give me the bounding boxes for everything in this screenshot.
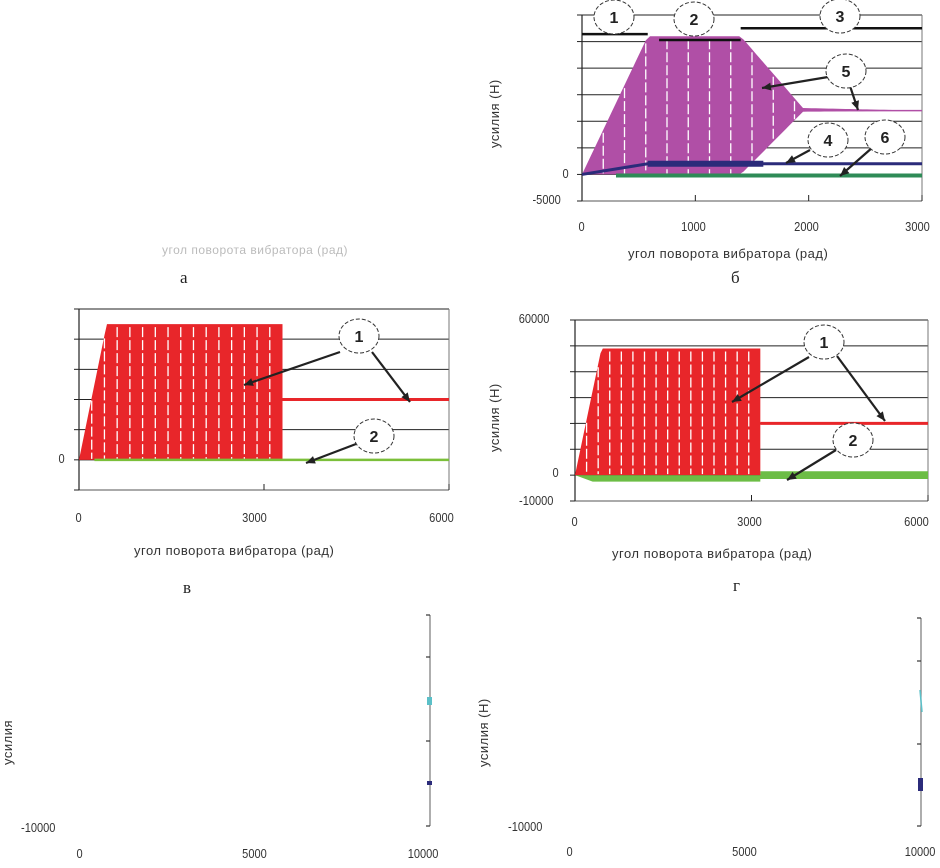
arrowhead-icon [851, 100, 859, 110]
callout-4: 4 [785, 122, 849, 164]
arrowhead-icon [762, 82, 772, 91]
callout-arrow [731, 356, 810, 403]
cyan-marker [427, 697, 432, 705]
panel-d-xtick: 5000 [242, 846, 267, 861]
panel-e-xtick: 10000 [904, 844, 936, 859]
callout-circle [819, 0, 861, 34]
panel-a-caption: а [180, 268, 188, 287]
panel-b-ytick: 0 [562, 166, 569, 181]
callout-circle [825, 53, 867, 89]
panel-b-ylabel: усилия (Н) [487, 79, 502, 148]
panel-g-ytick: 60000 [518, 311, 550, 326]
panel-b-xtick: 3000 [905, 219, 930, 234]
panel-b-xtick: 2000 [794, 219, 819, 234]
panel-v-caption: в [183, 578, 192, 597]
panel-v-plot [74, 308, 450, 491]
callout-label: 4 [824, 133, 833, 150]
panel-v-xtick: 3000 [242, 510, 267, 525]
panel-e-plot [917, 617, 923, 827]
callout-arrow [371, 351, 411, 403]
callout-arrow [243, 350, 341, 387]
callout-5: 5 [761, 53, 867, 111]
callout-1: 1 [243, 318, 411, 403]
callout-label: 1 [355, 329, 364, 346]
callout-circle [832, 422, 874, 458]
panel-v-xtick: 6000 [429, 510, 454, 525]
arrowhead-icon [401, 392, 410, 402]
panel-d-ytick: -10000 [21, 820, 56, 835]
panel-d-xtick: 10000 [407, 846, 439, 861]
panel-e-ytick: -10000 [508, 819, 543, 834]
panel-b-xlabel: угол поворота вибратора (рад) [628, 246, 829, 261]
panel-v-ytick: 0 [58, 451, 65, 466]
callout-label: 1 [820, 335, 829, 352]
panel-v-xtick: 0 [75, 510, 82, 525]
panel-g-xlabel: угол поворота вибратора (рад) [612, 546, 813, 561]
panel-b-caption: б [731, 268, 740, 287]
callout-label: 3 [836, 9, 845, 26]
panel-v-xlabel: угол поворота вибратора (рад) [134, 543, 335, 558]
navy-marker [918, 778, 923, 791]
panel-g-xtick: 0 [571, 514, 578, 529]
callout-label: 2 [849, 433, 858, 450]
callout-2: 2 [305, 418, 395, 465]
callout-label: 5 [842, 64, 851, 81]
callout-circle [353, 418, 395, 454]
panel-g-caption: г [733, 576, 740, 595]
panel-b-xtick: 0 [578, 219, 585, 234]
arrowhead-icon [876, 411, 885, 421]
callout-circle [803, 324, 845, 360]
callout-arrow [761, 75, 829, 90]
arrowhead-icon [306, 456, 316, 464]
arrowhead-icon [786, 155, 796, 163]
series-2-band [575, 471, 928, 482]
panel-a-xlabel: угол поворота вибратора (рад) [162, 243, 348, 257]
callout-circle [807, 122, 849, 158]
callout-circle [338, 318, 380, 354]
panel-g-xtick: 3000 [737, 514, 762, 529]
callout-label: 6 [881, 130, 890, 147]
callout-2: 2 [786, 422, 874, 481]
callout-label: 2 [370, 429, 379, 446]
arrowhead-icon [787, 471, 797, 480]
callout-arrow [786, 449, 837, 481]
panel-g-ylabel: усилия (Н) [487, 383, 502, 452]
panel-e-xtick: 5000 [732, 844, 757, 859]
panel-e-ylabel: усилия (Н) [476, 698, 491, 767]
panel-d-plot [426, 614, 432, 827]
cyan-marker [919, 689, 923, 713]
navy-marker [427, 781, 432, 785]
panel-a: угол поворота вибратора (рад) а [0, 0, 470, 290]
panel-g-plot [570, 319, 929, 502]
panel-b-plot [577, 14, 923, 202]
callout-label: 2 [690, 12, 699, 29]
callout-label: 1 [610, 10, 619, 27]
callout-2: 2 [673, 1, 715, 37]
callout-3: 3 [819, 0, 861, 34]
panel-b-ytick: -5000 [532, 192, 561, 207]
panel-g-xtick: 6000 [904, 514, 929, 529]
panel-d-ylabel: усилия [0, 719, 15, 765]
arrowhead-icon [244, 378, 254, 386]
callout-1: 1 [593, 0, 635, 35]
panel-g-ytick: 0 [552, 465, 559, 480]
callout-1: 1 [731, 324, 886, 422]
callout-arrow [836, 355, 886, 422]
callout-circle [864, 119, 906, 155]
panel-e-xtick: 0 [566, 844, 573, 859]
arrowhead-icon [732, 394, 742, 402]
panel-g-ytick: -10000 [519, 493, 554, 508]
panel-d-xtick: 0 [76, 846, 83, 861]
callout-circle [593, 0, 635, 35]
arrowhead-icon [840, 167, 850, 176]
callout-6: 6 [839, 119, 906, 177]
panel-b-xtick: 1000 [681, 219, 706, 234]
callout-circle [673, 1, 715, 37]
